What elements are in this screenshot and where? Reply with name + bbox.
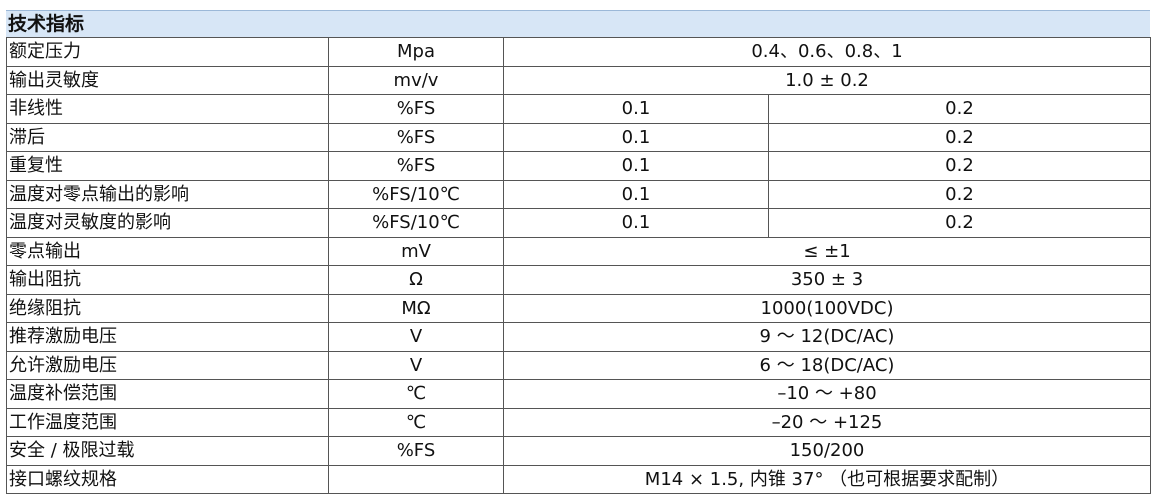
- unit: mV: [328, 236, 504, 266]
- param-name: 接口螺纹规格: [6, 464, 329, 494]
- value: 0.1: [503, 208, 769, 238]
- unit: V: [328, 350, 504, 380]
- param-name: 滞后: [6, 122, 329, 152]
- unit: %FS/10℃: [328, 208, 504, 238]
- table-row: 允许激励电压 V 6 ～ 18(DC/AC): [6, 350, 1151, 380]
- param-name: 重复性: [6, 151, 329, 181]
- unit: mv/v: [328, 65, 504, 95]
- value: 1.0 ± 0.2: [503, 65, 1151, 95]
- unit: %FS: [328, 436, 504, 466]
- table-row: 工作温度范围 ℃ –20 ～ +125: [6, 407, 1151, 437]
- value: 0.1: [503, 94, 769, 124]
- table-body: 额定压力 Mpa 0.4、0.6、0.8、1 输出灵敏度 mv/v 1.0 ± 0.2 非线…: [6, 37, 1151, 494]
- value: 9 ～ 12(DC/AC): [503, 322, 1151, 352]
- param-name: 温度补偿范围: [6, 379, 329, 409]
- unit: Mpa: [328, 37, 504, 67]
- value: 350 ± 3: [503, 265, 1151, 295]
- param-name: 零点输出: [6, 236, 329, 266]
- table-row: 接口螺纹规格 M14 × 1.5, 内锥 37° （也可根据要求配制）: [6, 464, 1151, 494]
- value: –20 ～ +125: [503, 407, 1151, 437]
- param-name: 温度对灵敏度的影响: [6, 208, 329, 238]
- unit: V: [328, 322, 504, 352]
- value: 0.1: [503, 122, 769, 152]
- value: 0.2: [768, 179, 1151, 209]
- value: M14 × 1.5, 内锥 37° （也可根据要求配制）: [503, 464, 1151, 494]
- unit: MΩ: [328, 293, 504, 323]
- value: 0.2: [768, 94, 1151, 124]
- section-title: 技术指标: [6, 10, 1150, 37]
- table-row: 安全 / 极限过载 %FS 150/200: [6, 436, 1151, 466]
- unit: ℃: [328, 407, 504, 437]
- param-name: 非线性: [6, 94, 329, 124]
- unit: [328, 464, 504, 494]
- value: 0.1: [503, 151, 769, 181]
- table-row: 绝缘阻抗 MΩ 1000(100VDC): [6, 293, 1151, 323]
- table-row: 非线性 %FS 0.1 0.2: [6, 94, 1151, 124]
- table-row: 输出灵敏度 mv/v 1.0 ± 0.2: [6, 65, 1151, 95]
- param-name: 绝缘阻抗: [6, 293, 329, 323]
- unit: %FS: [328, 151, 504, 181]
- table-row: 温度对零点输出的影响 %FS/10℃ 0.1 0.2: [6, 179, 1151, 209]
- unit: %FS: [328, 94, 504, 124]
- unit: Ω: [328, 265, 504, 295]
- value: –10 ～ +80: [503, 379, 1151, 409]
- param-name: 安全 / 极限过载: [6, 436, 329, 466]
- value: 0.4、0.6、0.8、1: [503, 37, 1151, 67]
- value: 6 ～ 18(DC/AC): [503, 350, 1151, 380]
- value: 0.1: [503, 179, 769, 209]
- value: 0.2: [768, 208, 1151, 238]
- value: 0.2: [768, 151, 1151, 181]
- table-row: 输出阻抗 Ω 350 ± 3: [6, 265, 1151, 295]
- unit: %FS/10℃: [328, 179, 504, 209]
- value: 1000(100VDC): [503, 293, 1151, 323]
- param-name: 允许激励电压: [6, 350, 329, 380]
- table-row: 额定压力 Mpa 0.4、0.6、0.8、1: [6, 37, 1151, 67]
- unit: %FS: [328, 122, 504, 152]
- table-row: 温度补偿范围 ℃ –10 ～ +80: [6, 379, 1151, 409]
- param-name: 工作温度范围: [6, 407, 329, 437]
- spec-table: 额定压力 Mpa 0.4、0.6、0.8、1 输出灵敏度 mv/v 1.0 ± 0.2 非线…: [6, 37, 1151, 494]
- table-row: 推荐激励电压 V 9 ～ 12(DC/AC): [6, 322, 1151, 352]
- table-row: 温度对灵敏度的影响 %FS/10℃ 0.1 0.2: [6, 208, 1151, 238]
- param-name: 温度对零点输出的影响: [6, 179, 329, 209]
- value: ≤ ±1: [503, 236, 1151, 266]
- table-row: 零点输出 mV ≤ ±1: [6, 236, 1151, 266]
- param-name: 输出阻抗: [6, 265, 329, 295]
- table-row: 滞后 %FS 0.1 0.2: [6, 122, 1151, 152]
- unit: ℃: [328, 379, 504, 409]
- table-row: 重复性 %FS 0.1 0.2: [6, 151, 1151, 181]
- param-name: 额定压力: [6, 37, 329, 67]
- value: 150/200: [503, 436, 1151, 466]
- param-name: 推荐激励电压: [6, 322, 329, 352]
- spec-sheet: 技术指标 额定压力 Mpa 0.4、0.6、0.8、1 输出灵敏度 mv/v 1.0 ± …: [6, 10, 1151, 494]
- param-name: 输出灵敏度: [6, 65, 329, 95]
- value: 0.2: [768, 122, 1151, 152]
